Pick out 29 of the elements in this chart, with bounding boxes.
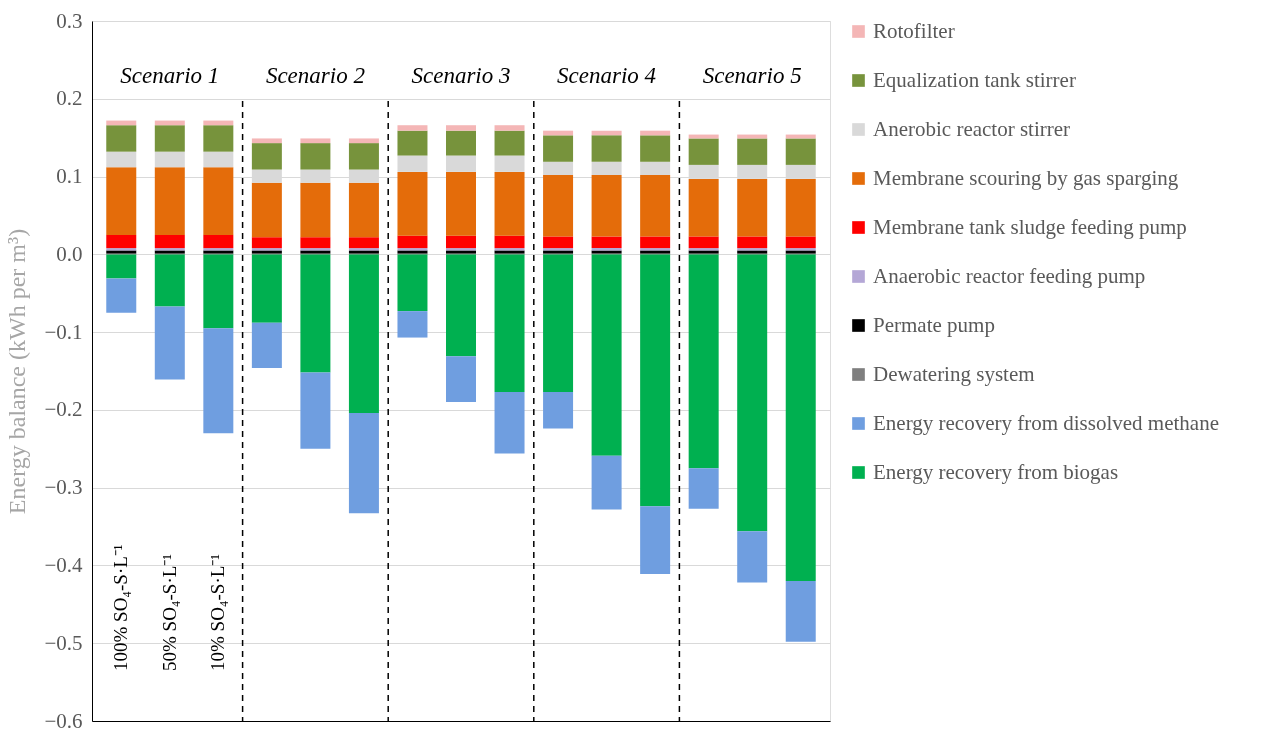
y-tick-label: −0.5 — [44, 630, 83, 655]
y-tick-label: 0.2 — [56, 86, 83, 111]
legend-label: Energy recovery from biogas — [873, 459, 1119, 484]
y-tick-label: 0.0 — [56, 241, 83, 266]
legend-label: Anaerobic reactor feeding pump — [873, 263, 1146, 288]
y-axis-title: Energy balance (kWh per m³) — [4, 228, 31, 515]
legend-label: Permate pump — [873, 312, 995, 337]
legend-label: Membrane tank sludge feeding pump — [873, 214, 1187, 239]
legend-label: Rotofilter — [873, 18, 955, 43]
legend-label: Membrane scouring by gas sparging — [873, 165, 1179, 190]
y-tick-label: −0.1 — [44, 319, 83, 344]
annotation: Scenario 1 — [120, 63, 220, 88]
legend-label: Equalization tank stirrer — [873, 67, 1076, 92]
x-tick-label: 10% SO₄-S·L⁻¹ — [207, 553, 229, 671]
annotation: Scenario 4 — [557, 63, 657, 88]
y-tick-label: −0.6 — [44, 708, 83, 733]
y-tick-label: −0.4 — [44, 552, 83, 577]
y-tick-label: 0.1 — [56, 164, 83, 189]
annotation: Scenario 2 — [265, 63, 365, 88]
legend-label: Energy recovery from dissolved methane — [873, 410, 1219, 435]
annotation: Scenario 3 — [411, 63, 511, 88]
annotation: Scenario 5 — [702, 63, 802, 88]
x-tick-label: 100% SO₄-S·L⁻¹ — [110, 544, 132, 671]
y-tick-label: 0.3 — [56, 8, 83, 33]
legend-label: Anerobic reactor stirrer — [873, 116, 1071, 141]
y-tick-label: −0.2 — [44, 397, 83, 422]
y-tick-label: −0.3 — [44, 475, 83, 500]
legend-label: Dewatering system — [873, 361, 1035, 386]
x-tick-label: 50% SO₄-S·L⁻¹ — [158, 553, 180, 671]
